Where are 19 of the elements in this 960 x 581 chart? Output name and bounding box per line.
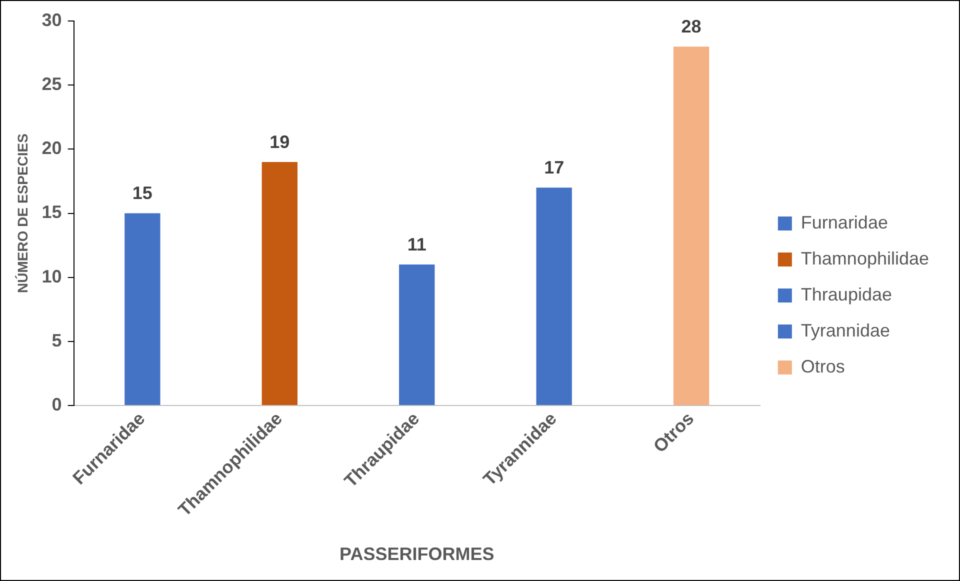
y-tick-label: 30 — [42, 10, 62, 30]
y-tick-label: 25 — [42, 74, 62, 94]
legend-label: Tyrannidae — [800, 320, 890, 340]
legend-label: Furnaridae — [800, 212, 888, 232]
legend-label: Otros — [800, 356, 845, 376]
data-label: 17 — [544, 158, 564, 178]
y-tick-label: 15 — [42, 202, 62, 222]
y-tick-label: 10 — [42, 266, 62, 286]
y-tick-label: 5 — [52, 330, 62, 350]
legend-label: Thamnophilidae — [800, 248, 930, 268]
y-tick-label: 0 — [52, 394, 62, 415]
data-label: 11 — [407, 234, 426, 255]
x-axis-title: PASSERIFORMES — [340, 544, 494, 564]
y-tick-label: 20 — [42, 138, 62, 158]
data-label: 19 — [270, 132, 290, 152]
data-label: 28 — [681, 16, 702, 37]
y-axis-title: NÚMERO DE ESPECIES — [14, 134, 30, 294]
legend-label: Thraupidae — [800, 284, 892, 304]
data-label: 15 — [132, 183, 152, 204]
